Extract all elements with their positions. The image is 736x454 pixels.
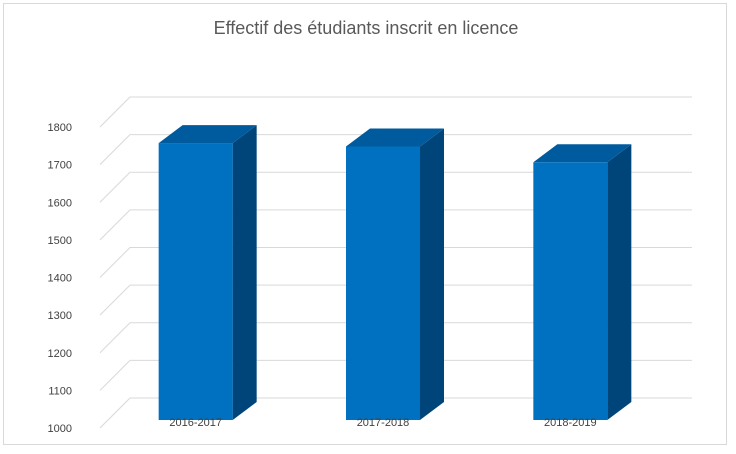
- y-tick-label-1100: 1100: [48, 385, 72, 397]
- y-tick-label-1700: 1700: [48, 160, 72, 172]
- y-tick-label-1800: 1800: [48, 122, 72, 134]
- gridline-1500: [99, 209, 692, 241]
- bar-side-2017-2018: [420, 128, 444, 420]
- y-tick-label-1400: 1400: [48, 273, 72, 285]
- bars: [158, 125, 632, 421]
- chart-title: Effectif des étudiants inscrit en licenc…: [213, 18, 519, 38]
- gridline-1100: [99, 359, 692, 391]
- gridline-1000: [99, 397, 692, 429]
- bar-side-2018-2019: [607, 144, 632, 421]
- bar-front-2016-2017: [158, 143, 233, 420]
- y-tick-label-1300: 1300: [48, 310, 72, 322]
- bar-front-2017-2018: [346, 146, 420, 420]
- y-tick-label-1200: 1200: [48, 348, 72, 360]
- bar-2017-2018: [346, 128, 444, 420]
- bar-2018-2019: [533, 144, 632, 421]
- y-tick-label-1600: 1600: [48, 197, 72, 209]
- bar-top-2017-2018: [346, 128, 444, 147]
- chart-plot: 1000 1100 1200 1300 1400 1500 1600 1700 1800 201…: [48, 96, 692, 435]
- y-tick-label-1500: 1500: [48, 235, 72, 247]
- gridline-1400: [99, 247, 692, 278]
- bar-front-2018-2019: [533, 162, 608, 421]
- chart-frame: Effectif des étudiants inscrit en licenc…: [3, 3, 727, 445]
- x-tick-label-2018-2019: 2018-2019: [544, 417, 597, 429]
- gridline-1300: [99, 284, 692, 316]
- x-tick-label-2017-2018: 2017-2018: [357, 417, 410, 429]
- x-tick-label-2016-2017: 2016-2017: [169, 417, 222, 429]
- gridline-1700: [99, 134, 692, 165]
- bar-side-2016-2017: [232, 125, 257, 420]
- x-axis-ticks: 2016-2017 2017-2018 2018-2019: [169, 417, 596, 429]
- bar-2016-2017: [158, 125, 257, 420]
- bar-top-2016-2017: [158, 125, 257, 144]
- gridline-1200: [99, 322, 692, 354]
- y-tick-label-1000: 1000: [48, 423, 72, 435]
- gridline-1800: [99, 96, 692, 128]
- gridlines: [99, 96, 692, 429]
- gridline-1600: [99, 171, 692, 203]
- bar-top-2018-2019: [533, 144, 632, 163]
- y-axis-ticks: 1000 1100 1200 1300 1400 1500 1600 1700 1800: [48, 122, 72, 435]
